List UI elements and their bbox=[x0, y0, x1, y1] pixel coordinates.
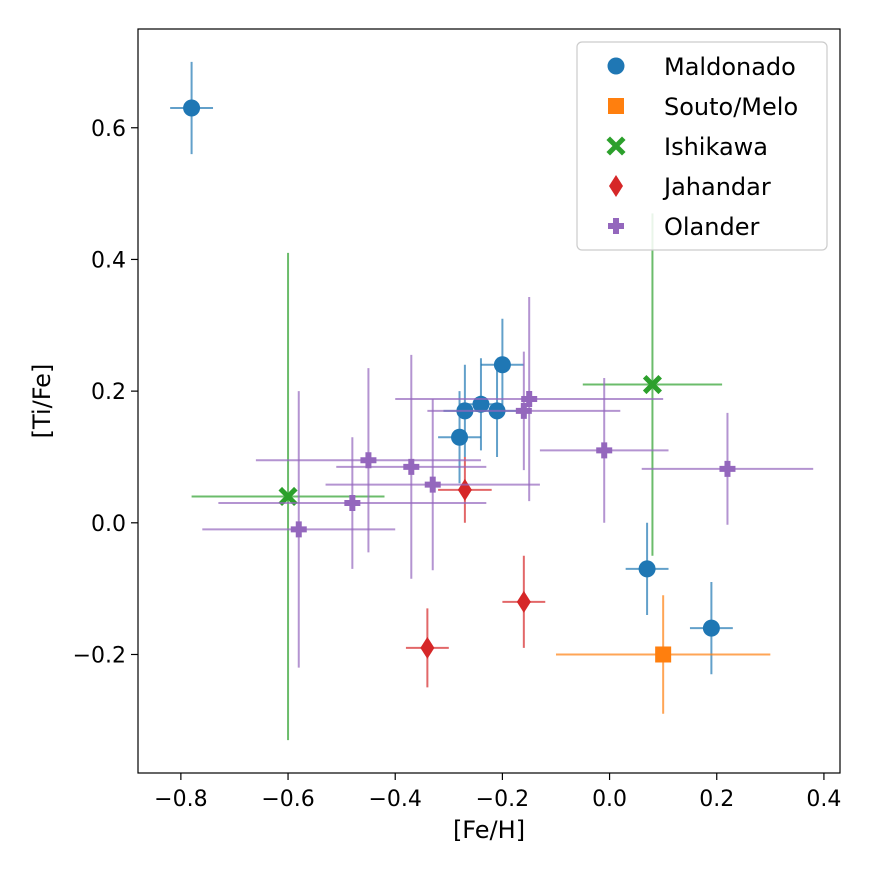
legend-label-maldonado: Maldonado bbox=[664, 53, 796, 81]
x-tick-label: 0.0 bbox=[592, 787, 627, 812]
series-olander bbox=[202, 296, 814, 668]
maldonado-data-point bbox=[702, 619, 720, 637]
plot-area bbox=[170, 61, 814, 741]
olander-data-point bbox=[360, 452, 377, 469]
y-tick-label: 0.6 bbox=[91, 117, 126, 142]
legend-marker-olander bbox=[608, 218, 624, 234]
y-tick-label: 0.0 bbox=[91, 512, 126, 537]
x-axis-label: [Fe/H] bbox=[453, 816, 525, 844]
x-tick-label: −0.2 bbox=[476, 787, 529, 812]
y-axis-label: [Ti/Fe] bbox=[28, 364, 56, 439]
legend-label-jahandar: Jahandar bbox=[662, 173, 771, 201]
x-tick-label: −0.4 bbox=[369, 787, 422, 812]
legend: Maldonado Souto/Melo Ishikawa Jahandar Oland… bbox=[576, 41, 828, 251]
legend-label-ishikawa: Ishikawa bbox=[664, 133, 768, 161]
jahandar-data-point bbox=[420, 636, 435, 659]
legend-marker-ishikawa-stroke bbox=[606, 136, 626, 156]
ishikawa-data-point-stroke bbox=[278, 486, 298, 507]
legend-marker-souto-melo bbox=[608, 98, 624, 114]
olander-data-point bbox=[521, 391, 538, 408]
maldonado-data-point bbox=[451, 428, 469, 446]
olander-data-point bbox=[515, 402, 532, 419]
series-souto-melo bbox=[555, 595, 771, 714]
olander-data-point bbox=[403, 458, 420, 475]
x-tick-label: 0.2 bbox=[699, 787, 734, 812]
legend-marker-ishikawa bbox=[606, 136, 626, 156]
legend-box bbox=[576, 41, 828, 251]
maldonado-data-point bbox=[472, 395, 490, 413]
olander-data-point bbox=[719, 460, 736, 477]
olander-data-point bbox=[344, 495, 361, 512]
plot-frame bbox=[137, 28, 841, 774]
legend-label-souto-melo: Souto/Melo bbox=[664, 93, 798, 121]
maldonado-data-point bbox=[493, 356, 511, 374]
y-tick-label: 0.2 bbox=[91, 380, 126, 405]
olander-data-point bbox=[596, 442, 613, 459]
jahandar-data-point bbox=[516, 590, 531, 613]
ishikawa-data-point-stroke bbox=[642, 375, 662, 395]
olander-data-point bbox=[424, 476, 441, 493]
legend-label-olander: Olander bbox=[664, 213, 759, 241]
ishikawa-data-point bbox=[278, 486, 298, 507]
olander-data-point bbox=[290, 521, 307, 538]
legend-marker-jahandar bbox=[609, 175, 623, 197]
maldonado-data-point bbox=[183, 99, 201, 117]
y-tick-label: −0.2 bbox=[73, 643, 126, 668]
ishikawa-data-point bbox=[642, 375, 662, 395]
x-tick-label: 0.4 bbox=[806, 787, 841, 812]
axes-ticks: −0.8 −0.6 −0.4 −0.2 0.0 0.2 0.4 −0.2 0.0 0.2 0.4 0.… bbox=[73, 117, 842, 812]
souto-melo-data-point bbox=[655, 646, 672, 663]
x-tick-label: −0.6 bbox=[261, 787, 314, 812]
x-tick-label: −0.8 bbox=[154, 787, 207, 812]
maldonado-data-point bbox=[638, 560, 656, 578]
legend-marker-maldonado bbox=[607, 57, 625, 75]
y-tick-label: 0.4 bbox=[91, 248, 126, 273]
